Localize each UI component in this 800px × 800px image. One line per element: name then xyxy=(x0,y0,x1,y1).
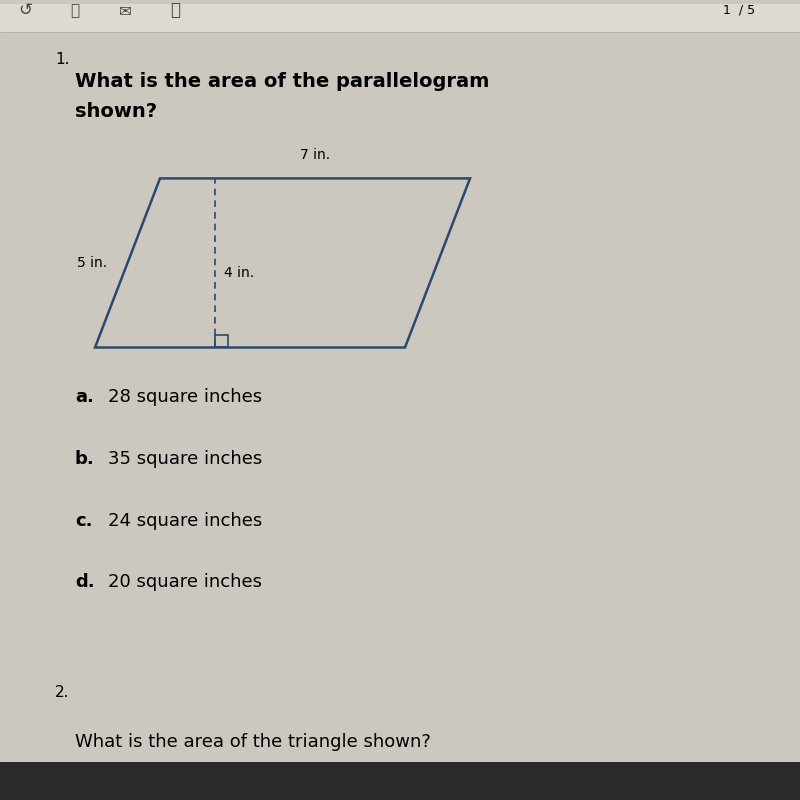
Text: What is the area of the parallelogram: What is the area of the parallelogram xyxy=(75,72,490,91)
Text: 4 in.: 4 in. xyxy=(224,266,254,280)
Text: c.: c. xyxy=(75,511,93,530)
Text: 20 square inches: 20 square inches xyxy=(108,573,262,591)
Text: 24 square inches: 24 square inches xyxy=(108,511,262,530)
Text: b.: b. xyxy=(75,450,94,468)
Text: ⌕: ⌕ xyxy=(170,2,180,19)
Text: 1.: 1. xyxy=(55,52,70,67)
Bar xyxy=(215,334,228,347)
Text: shown?: shown? xyxy=(75,102,157,121)
Text: 5 in.: 5 in. xyxy=(78,256,107,270)
Bar xyxy=(0,762,800,800)
Text: 7 in.: 7 in. xyxy=(300,147,330,162)
Text: ⎙: ⎙ xyxy=(70,3,79,18)
Text: 1  / 5: 1 / 5 xyxy=(723,4,755,17)
Text: What is the area of the triangle shown?: What is the area of the triangle shown? xyxy=(75,734,431,751)
Text: 35 square inches: 35 square inches xyxy=(108,450,262,468)
Text: a.: a. xyxy=(75,388,94,406)
Text: 28 square inches: 28 square inches xyxy=(108,388,262,406)
Bar xyxy=(0,0,800,32)
Text: ↺: ↺ xyxy=(18,2,32,19)
Text: d.: d. xyxy=(75,573,94,591)
Text: 2.: 2. xyxy=(55,685,70,700)
Text: ✉: ✉ xyxy=(118,3,131,18)
